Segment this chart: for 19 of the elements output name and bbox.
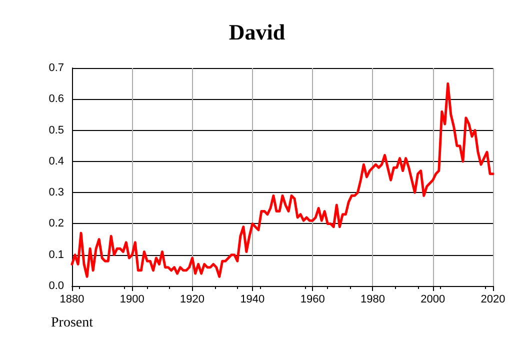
y-tick-label: 0.5 bbox=[48, 124, 64, 136]
y-tick-label: 0.6 bbox=[48, 93, 64, 106]
x-tick-label: 1880 bbox=[60, 294, 84, 306]
y-tick-label: 0.7 bbox=[48, 62, 64, 74]
x-tick-label: 1900 bbox=[120, 294, 144, 306]
x-tick-label: 1920 bbox=[180, 294, 205, 306]
y-tick-label: 0.3 bbox=[48, 186, 64, 199]
y-tick-label: 0.1 bbox=[48, 248, 64, 261]
x-tick-label: 2000 bbox=[420, 294, 446, 306]
x-tick-label: 1960 bbox=[300, 294, 325, 306]
y-axis-title: Prosent bbox=[51, 316, 94, 330]
y-tick-label: 0.0 bbox=[48, 280, 64, 292]
x-tick-label: 1980 bbox=[360, 294, 385, 306]
chart-title: David bbox=[228, 20, 286, 44]
y-tick-label: 0.4 bbox=[48, 155, 64, 168]
x-tick-label: 2020 bbox=[480, 294, 506, 306]
x-tick-label: 1940 bbox=[240, 294, 265, 306]
line-series bbox=[70, 82, 494, 278]
y-tick-label: 0.2 bbox=[48, 218, 64, 230]
